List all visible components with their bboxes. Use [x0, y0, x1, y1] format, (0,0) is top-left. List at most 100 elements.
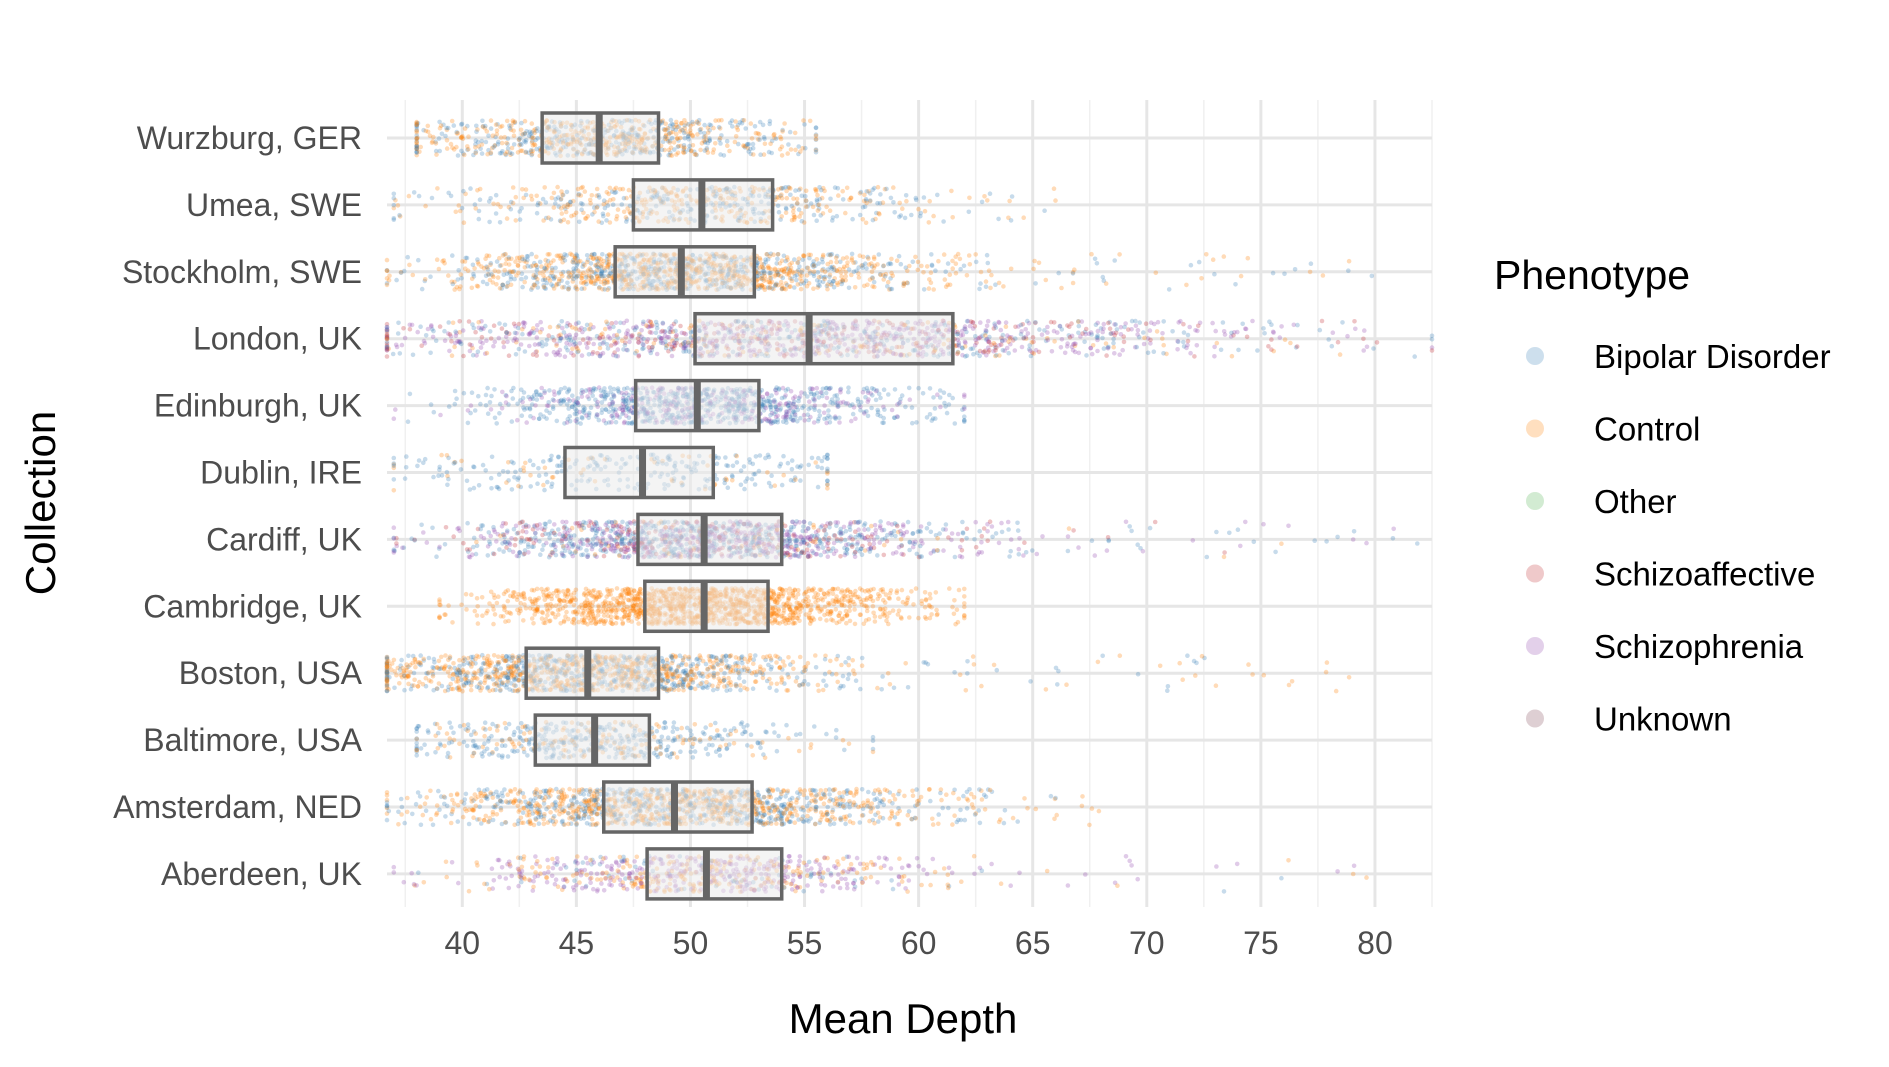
jitter-point — [392, 192, 397, 197]
jitter-point — [903, 216, 908, 221]
jitter-point — [670, 354, 675, 359]
jitter-point — [886, 280, 891, 285]
jitter-point — [1210, 321, 1215, 326]
jitter-point — [878, 396, 883, 401]
jitter-point — [803, 194, 808, 199]
jitter-point — [552, 389, 557, 394]
jitter-point — [985, 198, 990, 203]
jitter-point — [768, 271, 773, 276]
jitter-point — [535, 397, 540, 402]
jitter-point — [517, 209, 522, 214]
jitter-point — [1031, 267, 1036, 272]
jitter-point — [661, 321, 666, 326]
jitter-point — [921, 391, 926, 396]
jitter-point — [587, 327, 592, 332]
jitter-point — [524, 150, 529, 155]
jitter-point — [523, 257, 528, 262]
jitter-point — [1000, 338, 1005, 343]
jitter-point — [673, 329, 678, 334]
jitter-point — [580, 353, 585, 358]
jitter-point — [518, 136, 523, 141]
jitter-point — [669, 347, 674, 352]
jitter-point — [718, 141, 723, 146]
jitter-point — [549, 282, 554, 287]
jitter-point — [1282, 272, 1287, 277]
jitter-point — [792, 215, 797, 220]
jitter-point — [788, 186, 793, 191]
jitter-point — [927, 277, 932, 282]
jitter-point — [787, 284, 792, 289]
jitter-point — [999, 328, 1004, 333]
jitter-point — [1295, 344, 1300, 349]
jitter-point — [1331, 330, 1336, 335]
jitter-point — [560, 285, 565, 290]
jitter-point — [617, 329, 622, 334]
jitter-point — [470, 277, 475, 282]
jitter-point — [862, 193, 867, 198]
jitter-point — [408, 323, 413, 328]
jitter-point — [552, 205, 557, 210]
jitter-point — [603, 206, 608, 211]
jitter-point — [385, 346, 390, 351]
jitter-point — [598, 342, 603, 347]
jitter-point — [510, 152, 515, 157]
jitter-point — [1352, 319, 1357, 324]
jitter-point — [504, 335, 509, 340]
jitter-point — [1089, 252, 1094, 257]
jitter-point — [591, 342, 596, 347]
jitter-point — [963, 327, 968, 332]
jitter-point — [1430, 348, 1435, 353]
jitter-point — [512, 142, 517, 147]
jitter-point — [785, 151, 790, 156]
jitter-point — [451, 282, 456, 287]
jitter-point — [954, 271, 959, 276]
jitter-point — [997, 343, 1002, 348]
jitter-point — [930, 263, 935, 268]
jitter-point — [578, 341, 583, 346]
jitter-point — [978, 320, 983, 325]
jitter-point — [1104, 281, 1109, 286]
jitter-point — [571, 260, 576, 265]
jitter-point — [897, 201, 902, 206]
jitter-point — [916, 260, 921, 265]
jitter-point — [579, 207, 584, 212]
jitter-point — [552, 286, 557, 291]
jitter-point — [607, 252, 612, 257]
jitter-point — [686, 133, 691, 138]
jitter-point — [843, 278, 848, 283]
jitter-point — [476, 284, 481, 289]
jitter-point — [946, 261, 951, 266]
jitter-point — [492, 387, 497, 392]
jitter-point — [385, 258, 390, 263]
jitter-point — [800, 219, 805, 224]
jitter-point — [802, 418, 807, 423]
jitter-point — [1068, 335, 1073, 340]
jitter-point — [1233, 282, 1238, 287]
jitter-point — [1082, 340, 1087, 345]
jitter-point — [584, 282, 589, 287]
jitter-point — [541, 218, 546, 223]
jitter-point — [546, 333, 551, 338]
jitter-point — [889, 257, 894, 262]
jitter-point — [466, 408, 471, 413]
jitter-point — [1412, 354, 1417, 359]
jitter-point — [446, 273, 451, 278]
jitter-point — [962, 419, 967, 424]
jitter-point — [881, 421, 886, 426]
jitter-point — [1235, 330, 1240, 335]
jitter-point — [556, 325, 561, 330]
jitter-point — [452, 345, 457, 350]
jitter-point — [1101, 326, 1106, 331]
jitter-point — [702, 138, 707, 143]
jitter-point — [794, 278, 799, 283]
jitter-point — [606, 192, 611, 197]
jitter-point — [597, 335, 602, 340]
jitter-point — [950, 215, 955, 220]
jitter-point — [808, 119, 813, 124]
jitter-point — [881, 264, 886, 269]
jitter-point — [576, 350, 581, 355]
jitter-point — [564, 341, 569, 346]
jitter-point — [916, 386, 921, 391]
jitter-point — [403, 336, 408, 341]
